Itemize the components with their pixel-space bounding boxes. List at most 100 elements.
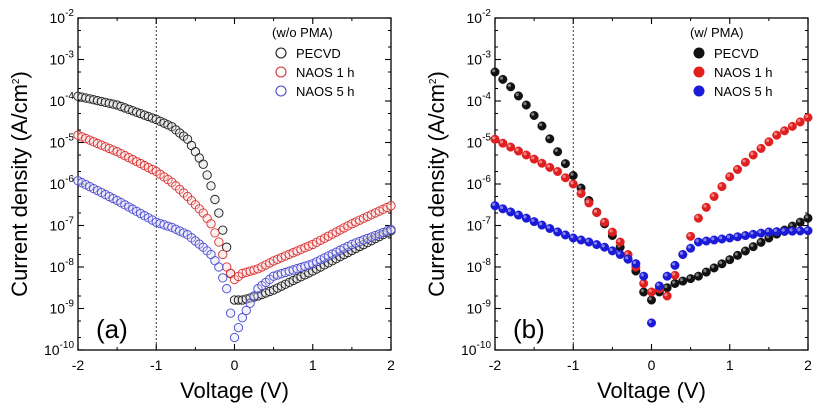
data-point [686, 274, 696, 284]
legend-marker [275, 47, 287, 59]
data-point [701, 267, 711, 277]
data-point [241, 305, 251, 316]
data-point-highlight [742, 248, 746, 252]
data-point-highlight [507, 209, 511, 213]
x-tick-label: -2 [489, 357, 502, 373]
data-point-highlight [789, 228, 793, 232]
data-point [592, 208, 602, 218]
y-tick-label: 10-6 [50, 174, 75, 192]
legend-marker [693, 85, 705, 97]
y-tick-label: 10-3 [50, 50, 75, 68]
x-tick-label: 0 [231, 357, 239, 373]
data-point-highlight [664, 284, 668, 289]
data-point-highlight [640, 280, 644, 284]
data-point [678, 250, 688, 260]
data-point [764, 137, 774, 147]
data-point [521, 150, 531, 160]
y-axis-title-close: ) [424, 71, 449, 78]
data-point [576, 188, 586, 198]
data-point [733, 164, 743, 174]
data-point-highlight [781, 228, 785, 232]
data-point [600, 217, 610, 227]
data-point [545, 223, 555, 233]
legend-label: NAOS 5 h [296, 84, 355, 99]
series-3 [73, 176, 396, 343]
data-point-highlight [765, 229, 770, 233]
legend-label: NAOS 5 h [714, 84, 773, 99]
data-point-highlight [726, 235, 731, 239]
series-1 [490, 67, 813, 305]
data-point-highlight [734, 166, 738, 170]
data-point-highlight [726, 173, 731, 177]
data-point [615, 250, 625, 260]
data-point-highlight [586, 200, 590, 204]
data-point [568, 171, 578, 181]
y-tick-label: 10-5 [50, 133, 75, 151]
y-tick-label: 10-10 [44, 340, 74, 358]
data-point-highlight [687, 275, 691, 279]
x-tick-label: 0 [648, 357, 656, 373]
data-point [506, 142, 516, 152]
data-point [662, 271, 672, 281]
data-point [210, 194, 220, 205]
legend: (w/ PMA) PECVD NAOS 1 h NAOS 5 h [690, 25, 773, 99]
data-point [521, 213, 531, 223]
y-tick-label: 10-4 [50, 91, 75, 109]
data-point [772, 130, 782, 140]
data-point [198, 159, 208, 169]
data-point-highlight [750, 231, 754, 235]
x-tick-label: 1 [309, 357, 317, 373]
y-tick-label: 10-9 [467, 299, 492, 317]
data-point [553, 147, 563, 157]
y-tick-label: 10-5 [467, 133, 492, 151]
data-point-highlight [797, 119, 801, 123]
data-point [607, 227, 617, 237]
data-point [568, 233, 578, 243]
x-tick-label: -1 [150, 357, 163, 373]
data-point [709, 235, 719, 245]
data-point-highlight [789, 223, 793, 227]
data-point [717, 234, 727, 244]
data-point-highlight [711, 193, 715, 197]
data-point [545, 134, 555, 144]
data-point-highlight [664, 273, 668, 277]
data-point [600, 242, 610, 252]
data-point-highlight [773, 228, 778, 232]
data-point-highlight [742, 159, 746, 163]
data-point-highlight [515, 148, 519, 152]
data-point [245, 298, 255, 308]
data-point [803, 113, 813, 123]
data-point [701, 236, 711, 246]
data-point-highlight [515, 212, 519, 216]
data-point [733, 232, 743, 242]
data-point-highlight [695, 215, 699, 219]
data-point-highlight [789, 123, 793, 127]
data-point [607, 246, 617, 256]
data-point [545, 162, 555, 172]
y-axis-title-superscript: 2 [11, 78, 22, 84]
y-axis-title-superscript: 2 [428, 78, 439, 84]
series-1 [73, 91, 396, 305]
data-point-highlight [586, 239, 590, 243]
data-point-highlight [554, 168, 558, 172]
panel-b: -2 -1 0 1 2 10-10 10-9 10-8 10-7 10-6 10-5 10-4 10-3… [424, 8, 813, 403]
data-point [740, 231, 750, 241]
data-point [584, 237, 594, 247]
panel-label: (a) [96, 314, 128, 344]
data-point [701, 202, 711, 212]
legend-label: PECVD [714, 46, 759, 61]
legend-title: (w/o PMA) [272, 25, 333, 40]
data-point-highlight [499, 140, 504, 144]
legend-label: NAOS 1 h [714, 65, 773, 80]
data-point-highlight [656, 283, 660, 287]
data-point-highlight [758, 230, 762, 234]
data-point-highlight [492, 202, 496, 206]
data-point [490, 67, 500, 77]
data-point-highlight [711, 265, 715, 269]
y-tick-label: 10-4 [467, 91, 492, 109]
y-tick-label: 10-7 [467, 216, 492, 234]
y-tick-label: 10-8 [50, 257, 75, 275]
panel-a: -2 -1 0 1 2 10-10 10-9 10-8 10-7 10-6 10-5 10-4 10-3… [7, 8, 396, 403]
data-point [537, 121, 547, 131]
